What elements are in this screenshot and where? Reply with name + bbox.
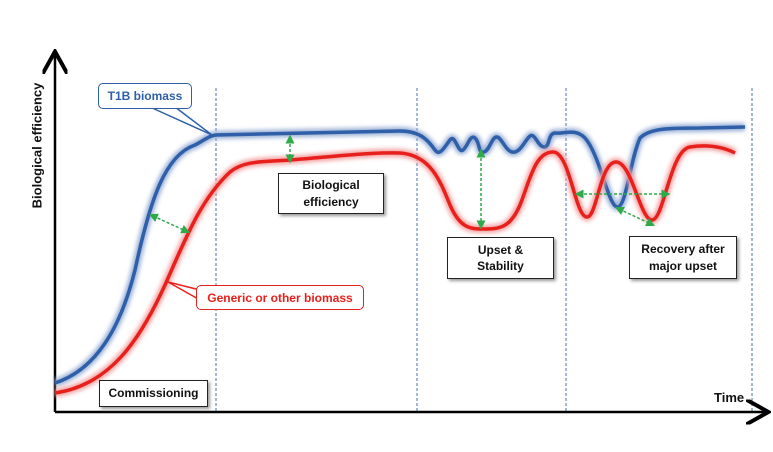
phase-biological-efficiency: Biological efficiency <box>278 173 384 214</box>
x-axis-label: Time <box>714 390 745 405</box>
gap-arrow-commissioning <box>148 213 191 234</box>
phase-commissioning: Commissioning <box>99 380 208 407</box>
t1b-callout-tail <box>149 106 213 136</box>
gap-arrow-recovery-depth <box>614 206 656 227</box>
phase-recovery: Recovery after major upset <box>629 236 737 279</box>
phase-upset-stability: Upset & Stability <box>447 237 554 279</box>
t1b-biomass-label: T1B biomass <box>98 83 192 109</box>
t1b-biomass-curve <box>54 125 746 385</box>
generic-biomass-label: Generic or other biomass <box>196 285 364 310</box>
y-axis-label: Biological efficiency <box>29 82 45 209</box>
